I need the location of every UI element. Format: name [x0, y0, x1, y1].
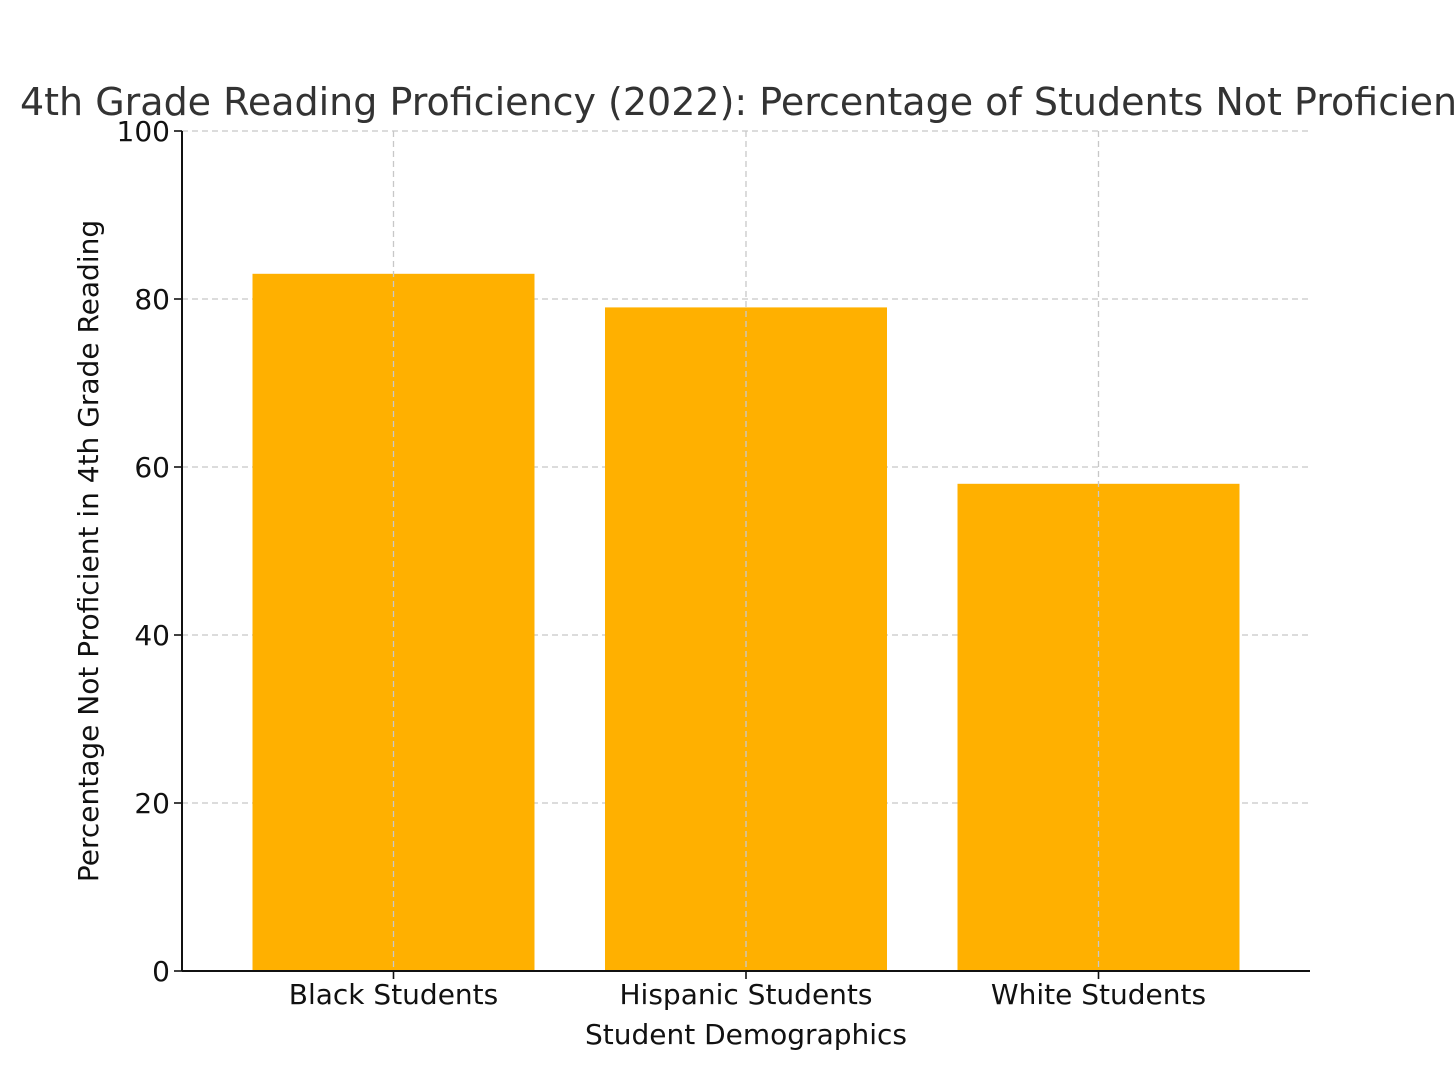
x-tick-label: White Students [991, 978, 1206, 1011]
y-axis-label: Percentage Not Proficient in 4th Grade R… [72, 220, 105, 882]
y-tick-label: 100 [117, 115, 170, 148]
y-tick-label: 80 [134, 283, 170, 316]
y-tick-label: 60 [134, 451, 170, 484]
chart-title: 4th Grade Reading Proficiency (2022): Pe… [20, 80, 1456, 124]
labels-layer: 4th Grade Reading Proficiency (2022): Pe… [20, 80, 1456, 1051]
x-tick-label: Black Students [289, 978, 498, 1011]
x-tick-label: Hispanic Students [620, 978, 873, 1011]
y-tick-label: 20 [134, 787, 170, 820]
x-axis-label: Student Demographics [585, 1018, 907, 1051]
bars-layer [252, 131, 1240, 971]
axes-layer: 0 20 40 60 80 100 Black Students Hispanic Stude… [117, 115, 1310, 1011]
bar-hispanic-students [605, 307, 887, 971]
y-tick-label: 0 [152, 955, 170, 988]
y-tick-label: 40 [134, 619, 170, 652]
